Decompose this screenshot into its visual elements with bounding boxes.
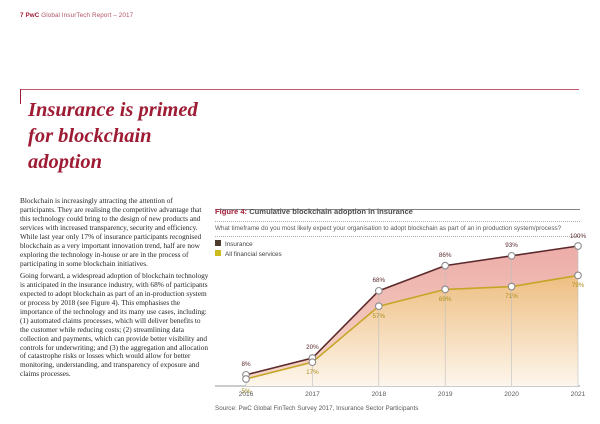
svg-text:57%: 57% xyxy=(372,313,385,320)
svg-text:2021: 2021 xyxy=(571,391,586,398)
svg-text:79%: 79% xyxy=(572,282,585,289)
svg-text:93%: 93% xyxy=(505,242,518,249)
svg-text:100%: 100% xyxy=(570,233,587,240)
svg-text:2019: 2019 xyxy=(438,391,453,398)
svg-text:2017: 2017 xyxy=(305,391,320,398)
svg-text:71%: 71% xyxy=(505,293,518,300)
svg-text:68%: 68% xyxy=(372,277,385,284)
svg-text:86%: 86% xyxy=(439,252,452,259)
svg-text:2020: 2020 xyxy=(504,391,519,398)
svg-text:17%: 17% xyxy=(306,369,319,376)
svg-text:8%: 8% xyxy=(241,361,251,368)
svg-text:2016: 2016 xyxy=(239,391,254,398)
svg-text:20%: 20% xyxy=(306,344,319,351)
svg-text:69%: 69% xyxy=(439,296,452,303)
svg-text:2018: 2018 xyxy=(371,391,386,398)
